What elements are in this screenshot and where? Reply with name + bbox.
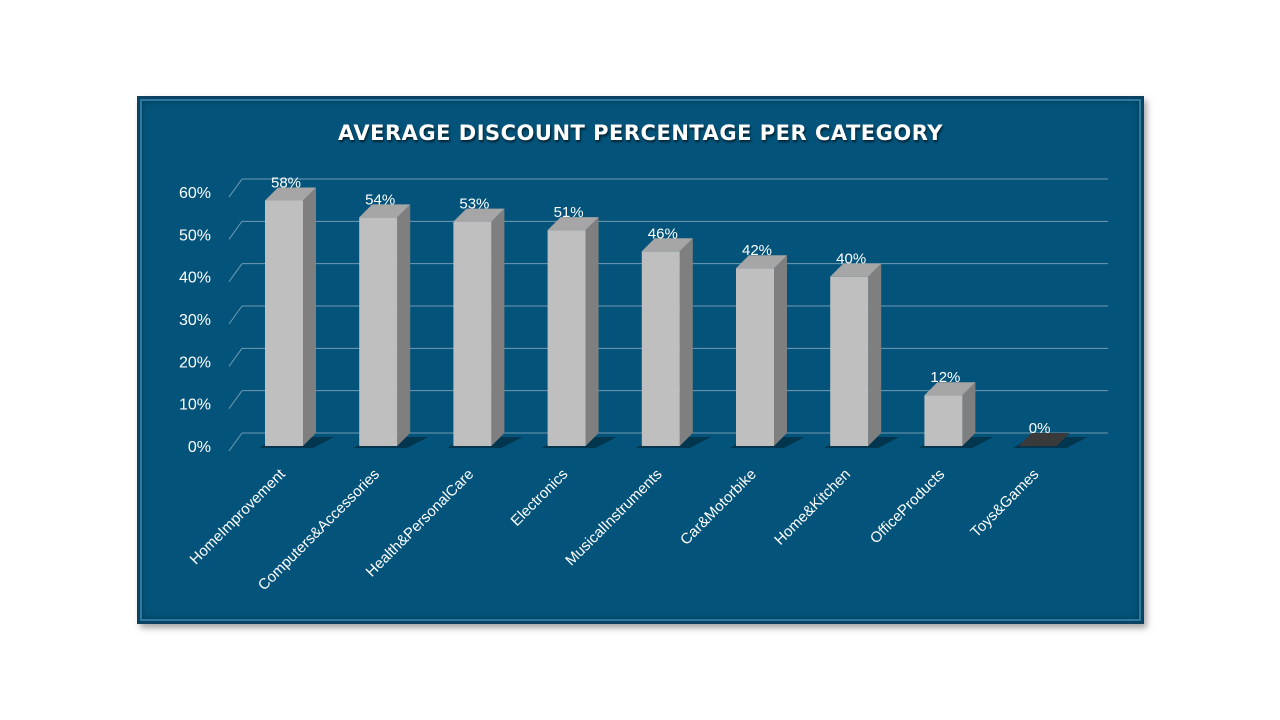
y-tick-label: 50% — [179, 227, 211, 244]
data-label: 53% — [459, 196, 489, 213]
bar — [453, 221, 492, 446]
x-tick-label: Electronics — [508, 466, 572, 530]
y-tick-label: 10% — [179, 397, 211, 414]
bar — [924, 395, 963, 446]
data-label: 58% — [271, 174, 301, 191]
bar — [547, 230, 586, 446]
data-label: 0% — [1029, 420, 1051, 437]
bar-side — [303, 187, 316, 446]
bar — [830, 276, 869, 446]
bar-top — [924, 382, 976, 396]
bar-top — [453, 208, 505, 222]
bar-top — [359, 204, 411, 218]
x-tick-label: Toys&Games — [967, 466, 1042, 541]
bar — [736, 268, 774, 446]
bar-top — [736, 255, 787, 269]
x-tick-label: MusicalInstruments — [562, 466, 665, 569]
bar — [265, 200, 303, 446]
bar-top — [547, 217, 599, 231]
data-label: 12% — [930, 369, 960, 386]
y-tick-label: 20% — [179, 354, 211, 371]
bar-side — [491, 208, 505, 446]
bar-top — [830, 263, 882, 277]
bar-side — [397, 204, 411, 446]
bar-side — [774, 255, 787, 446]
bar-top — [1018, 433, 1070, 446]
bar — [359, 217, 398, 446]
bar-top — [641, 238, 693, 252]
gridline-depth — [228, 178, 243, 198]
data-label: 54% — [365, 191, 395, 208]
chart-title: AVERAGE DISCOUNT PERCENTAGE PER CATEGORY — [338, 121, 943, 145]
data-label: 46% — [648, 225, 678, 242]
x-tick-label: Car&Motorbike — [677, 466, 760, 549]
y-tick-label: 40% — [179, 270, 211, 287]
bar-side — [868, 263, 882, 446]
gridline-depth — [228, 221, 243, 240]
y-tick-label: 60% — [179, 185, 211, 202]
bar-side — [679, 238, 693, 446]
gridline-depth — [228, 263, 243, 282]
gridline-depth — [228, 390, 243, 409]
x-tick-label: Home&Kitchen — [771, 466, 854, 549]
bar-side — [585, 217, 599, 446]
bar-side — [962, 382, 976, 446]
gridline-depth — [228, 432, 243, 452]
y-tick-label: 30% — [179, 312, 211, 329]
gridline-depth — [228, 305, 243, 325]
x-tick-label: Health&PersonalCare — [363, 466, 478, 581]
gridline-depth — [228, 348, 243, 367]
bar — [641, 251, 680, 446]
x-tick-label: OfficeProducts — [867, 466, 948, 547]
bar-top — [265, 187, 316, 201]
data-label: 42% — [742, 242, 772, 259]
y-tick-label: 0% — [188, 439, 211, 456]
data-label: 40% — [836, 251, 866, 268]
x-tick-label: HomeImprovement — [187, 465, 290, 568]
data-label: 51% — [554, 204, 584, 221]
